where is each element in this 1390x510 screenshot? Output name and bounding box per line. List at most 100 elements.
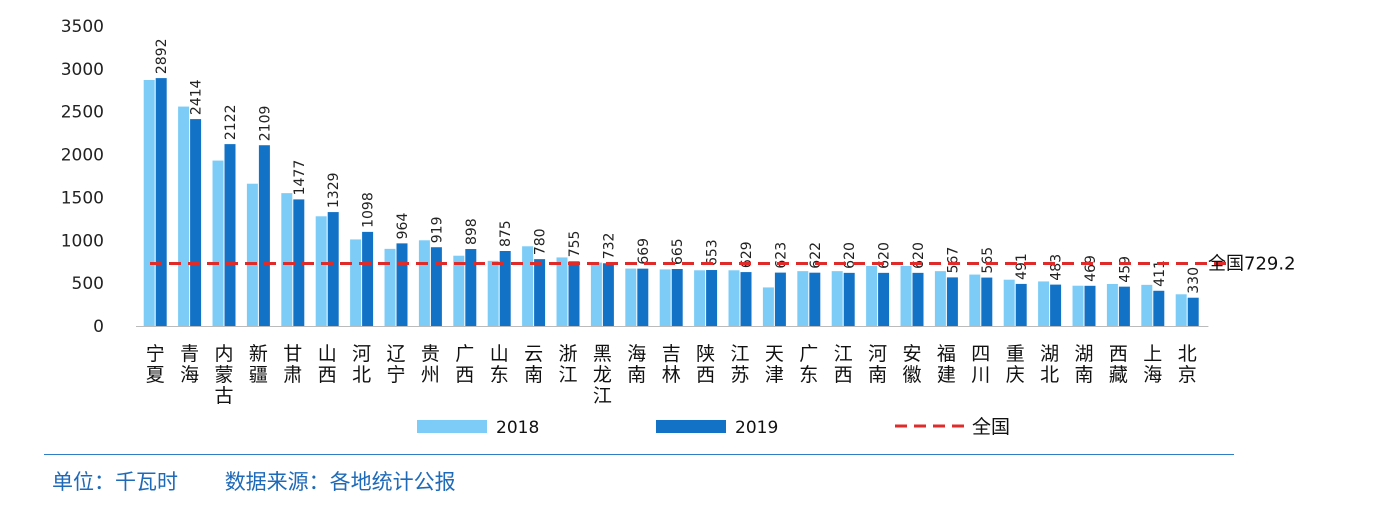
- data-label: 1477: [292, 160, 308, 196]
- bar-2019-北京: [1187, 297, 1199, 326]
- bar-2018-江苏: [728, 270, 740, 326]
- bar-2018-辽宁: [384, 248, 396, 326]
- x-tick-label: 青: [180, 343, 199, 365]
- bar-2018-四川: [969, 274, 981, 326]
- bar-2018-江西: [831, 271, 843, 326]
- bar-2018-广西: [453, 255, 465, 326]
- data-label: 665: [670, 238, 686, 265]
- x-tick-label: 内: [214, 343, 233, 365]
- x-tick-label: 疆: [249, 364, 268, 386]
- data-label: 330: [1186, 267, 1202, 294]
- x-tick-label: 西: [455, 364, 474, 386]
- x-tick-label: 徽: [902, 364, 921, 386]
- bar-2018-福建: [934, 271, 946, 326]
- bar-2018-河南: [866, 266, 878, 326]
- data-label: 898: [464, 218, 480, 245]
- bar-2019-湖南: [1084, 285, 1096, 326]
- bar-2019-山东: [499, 251, 511, 326]
- bar-2019-陕西: [706, 270, 718, 326]
- bar-2018-北京: [1175, 294, 1187, 326]
- bar-2018-天津: [762, 287, 774, 326]
- x-tick-label: 新: [249, 343, 268, 365]
- reference-line-label: 全国729.2: [1208, 253, 1296, 274]
- data-label: 1098: [361, 192, 377, 228]
- reference-line: 全国729.2: [150, 253, 1296, 274]
- bar-2019-重庆: [1015, 283, 1027, 326]
- y-tick-label: 3500: [61, 17, 104, 37]
- y-tick-label: 0: [93, 317, 104, 337]
- x-tick-label: 西: [1109, 343, 1128, 365]
- x-tick-label: 陕: [696, 343, 715, 365]
- x-tick-label: 河: [868, 343, 887, 365]
- x-tick-label: 西: [696, 364, 715, 386]
- legend-swatch-2018: [417, 420, 487, 433]
- source-note: 数据来源：各地统计公报: [224, 470, 456, 494]
- bar-2018-湖北: [1038, 281, 1050, 326]
- bar-2018-黑龙江: [590, 262, 602, 326]
- data-label: 1329: [326, 172, 342, 208]
- y-tick-label: 1500: [61, 188, 104, 208]
- data-label: 964: [395, 213, 411, 240]
- x-tick-label: 江: [593, 385, 612, 407]
- x-axis: 宁夏青海内蒙古新疆甘肃山西河北辽宁贵州广西山东云南浙江黑龙江海南吉林陕西江苏天津…: [136, 326, 1209, 407]
- bar-2018-新疆: [246, 183, 258, 326]
- x-tick-label: 天: [765, 343, 784, 365]
- data-label: 2122: [223, 104, 239, 140]
- x-tick-label: 西: [318, 364, 337, 386]
- x-tick-label: 京: [1178, 364, 1197, 386]
- x-tick-label: 云: [524, 343, 543, 365]
- x-tick-label: 湖: [1074, 343, 1093, 365]
- x-tick-label: 藏: [1109, 364, 1128, 386]
- data-label: 623: [773, 242, 789, 269]
- bar-2018-山东: [487, 260, 499, 326]
- footer: 单位：千瓦时 数据来源：各地统计公报: [52, 466, 496, 496]
- x-tick-label: 福: [937, 343, 956, 365]
- x-tick-label: 南: [868, 364, 887, 386]
- footer-divider: [44, 454, 1234, 455]
- bar-2019-浙江: [568, 261, 580, 326]
- legend-label-national: 全国: [972, 416, 1010, 438]
- x-tick-label: 宁: [386, 364, 405, 386]
- y-tick-label: 2000: [61, 146, 104, 166]
- x-tick-label: 江: [730, 343, 749, 365]
- bar-2019-江苏: [740, 272, 752, 326]
- x-tick-label: 四: [971, 343, 990, 365]
- data-label: 2414: [189, 79, 205, 115]
- data-label: 780: [533, 228, 549, 255]
- bar-2018-陕西: [694, 270, 706, 326]
- x-tick-label: 苏: [730, 364, 749, 386]
- bars: [143, 78, 1199, 326]
- bar-2018-海南: [625, 268, 637, 326]
- x-tick-label: 重: [1006, 343, 1025, 365]
- data-label: 732: [601, 233, 617, 260]
- x-tick-label: 南: [627, 364, 646, 386]
- bar-2018-吉林: [659, 269, 671, 326]
- x-tick-label: 北: [1040, 364, 1059, 386]
- x-tick-label: 江: [834, 343, 853, 365]
- bar-2019-河北: [362, 231, 374, 326]
- bar-2019-湖北: [1050, 284, 1062, 326]
- legend: 2018 2019 全国: [417, 416, 1010, 438]
- x-tick-label: 湖: [1040, 343, 1059, 365]
- x-tick-label: 东: [799, 364, 818, 386]
- bar-2019-江西: [843, 272, 855, 326]
- bar-2018-湖南: [1072, 285, 1084, 326]
- data-label: 483: [1049, 254, 1065, 281]
- x-tick-label: 夏: [146, 364, 165, 386]
- bar-2018-甘肃: [281, 193, 293, 326]
- data-label: 491: [1014, 253, 1030, 280]
- bar-2019-广东: [809, 272, 821, 326]
- x-tick-label: 山: [318, 343, 337, 365]
- bar-2019-河南: [878, 272, 890, 326]
- x-tick-label: 江: [558, 364, 577, 386]
- x-tick-label: 吉: [662, 343, 681, 365]
- x-tick-label: 东: [490, 364, 509, 386]
- data-label: 755: [567, 231, 583, 258]
- x-tick-label: 龙: [593, 364, 612, 386]
- bar-2019-辽宁: [396, 243, 408, 326]
- bar-2019-宁夏: [155, 78, 167, 326]
- x-tick-label: 宁: [146, 343, 165, 365]
- bar-2018-重庆: [1003, 279, 1015, 326]
- x-tick-label: 广: [799, 343, 818, 365]
- bar-2019-上海: [1153, 290, 1165, 326]
